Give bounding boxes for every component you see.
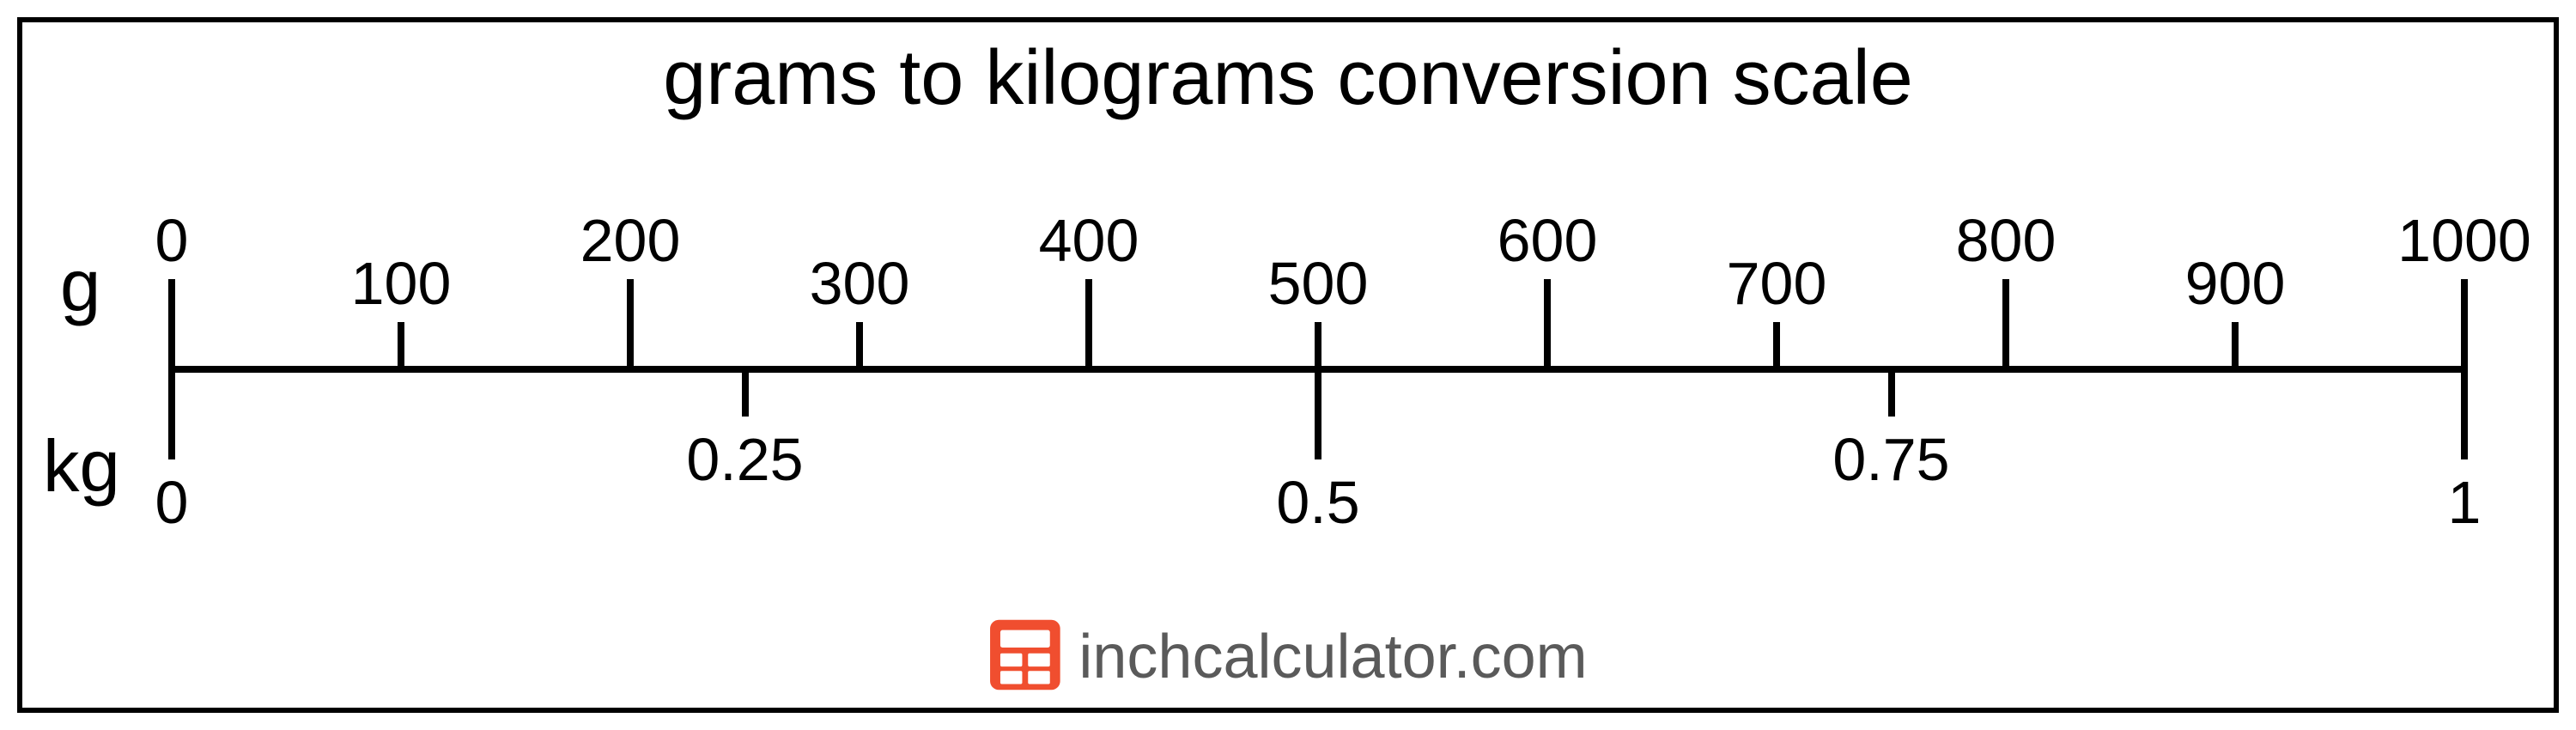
calculator-logo-icon xyxy=(988,618,1061,696)
top-tick xyxy=(1773,322,1780,369)
top-tick-label: 100 xyxy=(351,249,452,318)
bottom-tick xyxy=(1888,369,1895,417)
top-tick xyxy=(2232,322,2239,369)
footer: inchcalculator.com xyxy=(988,618,1587,696)
top-tick-label: 700 xyxy=(1727,249,1827,318)
bottom-tick-label: 0 xyxy=(155,468,189,537)
top-tick-label: 0 xyxy=(155,206,189,275)
top-tick-label: 900 xyxy=(2185,249,2286,318)
footer-text: inchcalculator.com xyxy=(1078,622,1587,692)
bottom-unit-label: kg xyxy=(43,425,120,509)
bottom-tick-label: 1 xyxy=(2448,468,2482,537)
top-tick xyxy=(1544,279,1551,369)
bottom-tick-label: 0.5 xyxy=(1276,468,1359,537)
top-tick-label: 200 xyxy=(580,206,681,275)
top-tick xyxy=(1315,322,1321,369)
bottom-tick xyxy=(1315,369,1321,459)
bottom-tick-label: 0.75 xyxy=(1832,425,1949,494)
top-tick xyxy=(2002,279,2009,369)
top-tick xyxy=(168,279,175,369)
top-tick-label: 300 xyxy=(810,249,910,318)
diagram-container: grams to kilograms conversion scale g kg… xyxy=(0,0,2576,730)
diagram-title: grams to kilograms conversion scale xyxy=(0,34,2576,123)
bottom-tick xyxy=(168,369,175,459)
top-tick xyxy=(856,322,863,369)
bottom-tick-label: 0.25 xyxy=(686,425,803,494)
top-tick xyxy=(2461,279,2468,369)
top-tick xyxy=(1085,279,1092,369)
bottom-tick xyxy=(2461,369,2468,459)
top-tick-label: 1000 xyxy=(2397,206,2531,275)
top-tick-label: 400 xyxy=(1039,206,1139,275)
bottom-tick xyxy=(742,369,749,417)
top-tick xyxy=(398,322,404,369)
top-tick xyxy=(627,279,634,369)
top-tick-label: 800 xyxy=(1956,206,2057,275)
top-tick-label: 600 xyxy=(1498,206,1598,275)
top-tick-label: 500 xyxy=(1268,249,1369,318)
top-unit-label: g xyxy=(60,245,100,329)
